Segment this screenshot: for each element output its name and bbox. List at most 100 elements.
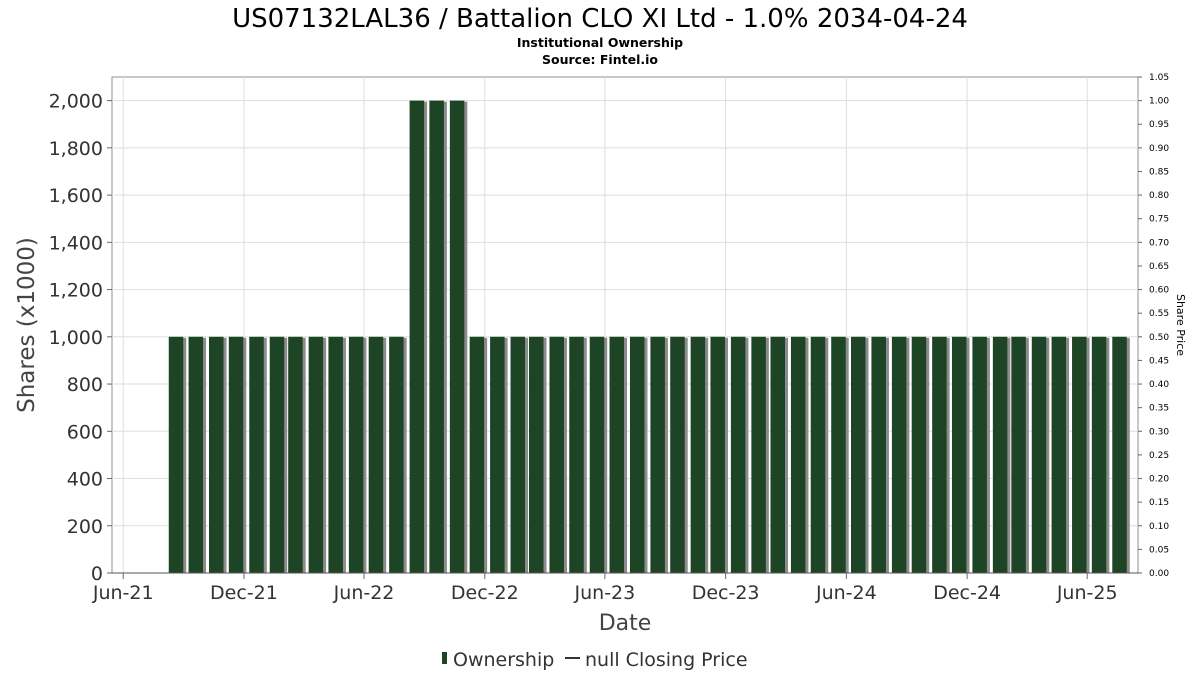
ownership-bar	[951, 336, 967, 573]
legend: Ownership null Closing Price	[442, 649, 748, 671]
x-tick-label: Jun-25	[1056, 582, 1118, 604]
legend-price-label: null Closing Price	[585, 649, 748, 671]
ownership-bar	[972, 336, 987, 573]
ownership-bar	[790, 336, 806, 573]
chart-source: Source: Fintel.io	[542, 52, 658, 67]
ownership-bar	[328, 336, 343, 573]
ownership-bar	[249, 336, 264, 573]
x-tick-label: Jun-23	[574, 582, 636, 604]
y2-tick-label: 0.20	[1149, 475, 1169, 485]
ownership-bar	[449, 100, 465, 573]
ownership-bar	[549, 336, 564, 573]
ownership-bar	[911, 336, 927, 573]
ownership-bar	[228, 336, 244, 573]
y-tick-label: 1,600	[49, 185, 103, 207]
ownership-bar	[288, 336, 303, 573]
y2-tick-label: 0.70	[1149, 238, 1169, 248]
ownership-bar	[348, 336, 364, 573]
y2-tick-label: 0.10	[1149, 522, 1169, 532]
y2-tick-label: 0.80	[1149, 191, 1169, 201]
y2-tick-label: 0.30	[1149, 427, 1169, 437]
legend-ownership-swatch	[442, 652, 447, 664]
ownership-bar	[308, 336, 324, 573]
x-tick-label: Dec-23	[692, 582, 760, 604]
ownership-bar	[1091, 336, 1107, 573]
ownership-bar	[650, 336, 665, 573]
x-tick-label: Jun-22	[333, 582, 395, 604]
x-tick-label: Dec-21	[210, 582, 278, 604]
y-tick-label: 1,400	[49, 232, 103, 254]
y2-tick-label: 0.85	[1149, 167, 1169, 177]
chart-subtitle: Institutional Ownership	[517, 35, 683, 50]
ownership-bar	[188, 336, 204, 573]
ownership-bar	[368, 336, 384, 573]
ownership-bar	[810, 336, 826, 573]
y-axis-label: Shares (x1000)	[14, 237, 40, 413]
ownership-bar	[710, 336, 725, 573]
ownership-bar	[589, 336, 605, 573]
y-tick-label: 1,000	[49, 327, 103, 349]
y-axis-ticks: 0 200 400 600 800 1,000 1,200 1,400 1,600 1,800 2,…	[49, 91, 112, 585]
ownership-bar	[269, 336, 285, 573]
ownership-bar	[209, 336, 224, 573]
x-tick-label: Jun-24	[815, 582, 877, 604]
ownership-bar	[992, 336, 1008, 573]
y2-tick-label: 0.90	[1149, 144, 1169, 154]
ownership-bar	[1072, 336, 1087, 573]
ownership-bar	[168, 336, 184, 573]
ownership-bar	[409, 100, 425, 573]
ownership-bar	[429, 100, 444, 573]
ownership-bar	[490, 336, 505, 573]
ownership-bar	[850, 336, 866, 573]
ownership-bar	[629, 336, 645, 573]
y2-tick-label: 0.65	[1149, 262, 1169, 272]
y-tick-label: 600	[67, 421, 103, 443]
x-axis-label: Date	[599, 611, 652, 636]
ownership-bar	[609, 336, 625, 573]
ownership-bar	[1112, 336, 1127, 573]
y-tick-label: 1,800	[49, 138, 103, 160]
y2-tick-label: 0.05	[1149, 545, 1169, 555]
y2-tick-label: 0.95	[1149, 120, 1169, 130]
ownership-bar	[670, 336, 685, 573]
y-tick-label: 200	[67, 516, 103, 538]
y2-tick-label: 0.45	[1149, 356, 1169, 366]
ownership-bar	[831, 336, 846, 573]
y2-tick-label: 1.05	[1149, 73, 1169, 83]
ownership-bar	[690, 336, 706, 573]
bars	[168, 100, 1130, 573]
y-tick-label: 0	[91, 563, 103, 585]
ownership-bar	[510, 336, 526, 573]
ownership-bar	[891, 336, 907, 573]
ownership-bar	[730, 336, 746, 573]
y2-tick-label: 0.15	[1149, 498, 1169, 508]
y2-tick-label: 0.75	[1149, 215, 1169, 225]
y2-tick-label: 0.35	[1149, 404, 1169, 414]
ownership-bar	[932, 336, 947, 573]
legend-ownership-label: Ownership	[453, 649, 554, 671]
ownership-bar	[751, 336, 766, 573]
ownership-bar	[569, 336, 584, 573]
y2-tick-label: 0.55	[1149, 309, 1169, 319]
y-tick-label: 800	[67, 374, 103, 396]
y2-axis-ticks: 0.00 0.05 0.10 0.15 0.20 0.25 0.30 0.35 0.40 0.45…	[1138, 73, 1169, 579]
x-tick-label: Jun-21	[92, 582, 154, 604]
y-tick-label: 400	[67, 469, 103, 491]
x-tick-label: Dec-24	[933, 582, 1001, 604]
chart-title: US07132LAL36 / Battalion CLO XI Ltd - 1.…	[232, 4, 968, 34]
y2-tick-label: 1.00	[1149, 97, 1169, 107]
y2-tick-label: 0.60	[1149, 286, 1169, 296]
y2-axis-label: Share Price	[1174, 294, 1187, 356]
ownership-bar	[1031, 336, 1047, 573]
ownership-bar	[770, 336, 786, 573]
y2-tick-label: 0.25	[1149, 451, 1169, 461]
ownership-bar	[469, 336, 485, 573]
y2-tick-label: 0.50	[1149, 333, 1169, 343]
ownership-bar	[389, 336, 404, 573]
ownership-bar	[871, 336, 886, 573]
y2-tick-label: 0.40	[1149, 380, 1169, 390]
ownership-bar	[529, 336, 544, 573]
x-tick-label: Dec-22	[451, 582, 519, 604]
y2-tick-label: 0.00	[1149, 569, 1169, 579]
